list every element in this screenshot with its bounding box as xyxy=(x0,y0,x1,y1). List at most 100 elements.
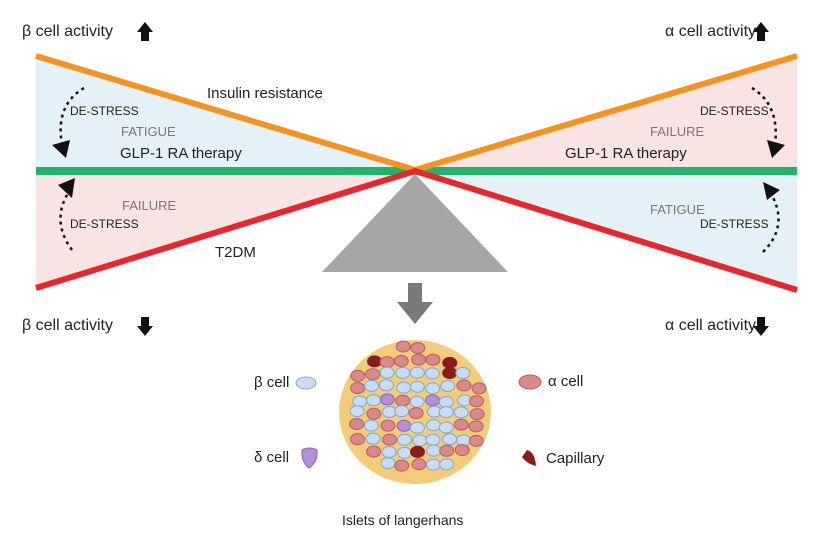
alpha-cell xyxy=(382,433,398,446)
alpha-cell xyxy=(408,407,424,420)
alpha-cell xyxy=(379,356,395,369)
alpha-cell xyxy=(454,444,470,457)
alpha-activity-up-label: α cell activity xyxy=(665,23,757,40)
beta-cell xyxy=(379,366,395,379)
alpha-cell xyxy=(411,353,427,366)
therapy-label: GLP-1 RA therapy xyxy=(120,145,242,162)
legend-beta-label: β cell xyxy=(254,374,290,391)
destress-label: DE-STRESS xyxy=(70,217,139,231)
alpha-cell xyxy=(439,444,455,457)
failure-label: FAILURE xyxy=(650,124,705,139)
delta-cell xyxy=(396,419,412,432)
alpha-cell xyxy=(349,418,365,431)
beta-cell xyxy=(425,382,441,395)
beta-activity-down-label: β cell activity xyxy=(22,317,113,334)
alpha-cell xyxy=(365,368,381,381)
beta-cell xyxy=(409,366,425,379)
beta-cell xyxy=(395,366,411,379)
alpha-cell xyxy=(411,458,427,471)
alpha-cell xyxy=(393,354,409,367)
beta-cell xyxy=(396,381,412,394)
alpha-cell xyxy=(471,382,487,395)
alpha-cell xyxy=(468,420,484,433)
legend-delta-cell-icon xyxy=(301,447,318,469)
arrow-down-icon xyxy=(753,317,769,336)
alpha-cell xyxy=(366,407,382,420)
alpha-cell xyxy=(469,395,485,408)
legend-delta-label: δ cell xyxy=(254,449,290,466)
alpha-cell xyxy=(456,379,472,392)
beta-cell xyxy=(442,433,458,446)
alpha-cell xyxy=(468,434,484,447)
beta-cell xyxy=(381,446,397,459)
alpha-cell xyxy=(366,445,382,458)
beta-cell xyxy=(366,394,382,407)
beta-cell xyxy=(440,380,456,393)
alpha-cell xyxy=(350,369,366,382)
legend-alpha-cell-icon xyxy=(518,374,542,390)
beta-cell xyxy=(426,444,442,457)
failure-label: FAILURE xyxy=(122,198,177,213)
beta-cell xyxy=(453,406,469,419)
beta-cell xyxy=(378,379,394,392)
legend-alpha-label: α cell xyxy=(548,373,584,390)
beta-cell xyxy=(365,432,381,445)
alpha-cell xyxy=(453,418,469,431)
beta-cell xyxy=(425,458,441,471)
beta-cell xyxy=(425,433,441,446)
capillary xyxy=(442,356,458,369)
alpha-cell xyxy=(380,419,396,432)
alpha-cell xyxy=(410,342,426,355)
delta-cell xyxy=(379,393,395,406)
beta-cell xyxy=(426,419,442,432)
destress-arrow-icon xyxy=(751,86,777,146)
beta-cell xyxy=(364,379,380,392)
beta-cell xyxy=(409,395,425,408)
islet-caption: Islets of langerhans xyxy=(342,512,464,528)
beta-cell xyxy=(438,395,454,408)
islet-of-langerhans xyxy=(339,340,491,484)
beta-cell xyxy=(409,380,425,393)
t2dm-line xyxy=(35,167,798,293)
alpha-cell xyxy=(350,382,366,395)
insulin-resistance-label: Insulin resistance xyxy=(207,85,323,102)
beta-cell xyxy=(397,446,413,459)
arrow-up-icon xyxy=(753,22,769,41)
beta-cell xyxy=(439,458,455,471)
destress-label: DE-STRESS xyxy=(700,217,769,231)
alpha-cell xyxy=(395,394,411,407)
alpha-cell xyxy=(425,353,441,366)
beta-cell xyxy=(394,405,410,418)
alpha-activity-down-label: α cell activity xyxy=(665,317,757,334)
legend-beta-cell-icon xyxy=(295,376,317,390)
alpha-cell xyxy=(395,340,411,353)
beta-cell xyxy=(380,457,396,470)
beta-activity-up-label: β cell activity xyxy=(22,23,113,40)
beta-cell xyxy=(349,405,365,418)
down-arrow-icon xyxy=(397,283,433,324)
alpha-cell xyxy=(469,408,485,421)
arrow-up-icon xyxy=(137,22,153,41)
legend-capillary-label: Capillary xyxy=(546,450,605,467)
alpha-cell xyxy=(350,433,366,446)
capillary xyxy=(409,445,425,458)
destress-label: DE-STRESS xyxy=(700,104,769,118)
beta-cell xyxy=(412,434,428,447)
beta-cell xyxy=(438,406,454,419)
beta-cell xyxy=(438,421,454,434)
t2dm-label: T2DM xyxy=(215,244,256,261)
destress-label: DE-STRESS xyxy=(70,104,139,118)
capillary xyxy=(442,366,458,379)
beta-cell xyxy=(352,395,368,408)
destress-arrow-icon xyxy=(59,189,74,251)
capillary xyxy=(367,355,383,368)
beta-cell xyxy=(409,421,425,434)
arrow-down-icon xyxy=(137,317,153,336)
beta-cell xyxy=(455,366,471,379)
beta-cell xyxy=(397,433,413,446)
legend-capillary-icon xyxy=(522,450,536,466)
fatigue-label: FATIGUE xyxy=(121,124,176,139)
fatigue-label: FATIGUE xyxy=(650,202,705,217)
